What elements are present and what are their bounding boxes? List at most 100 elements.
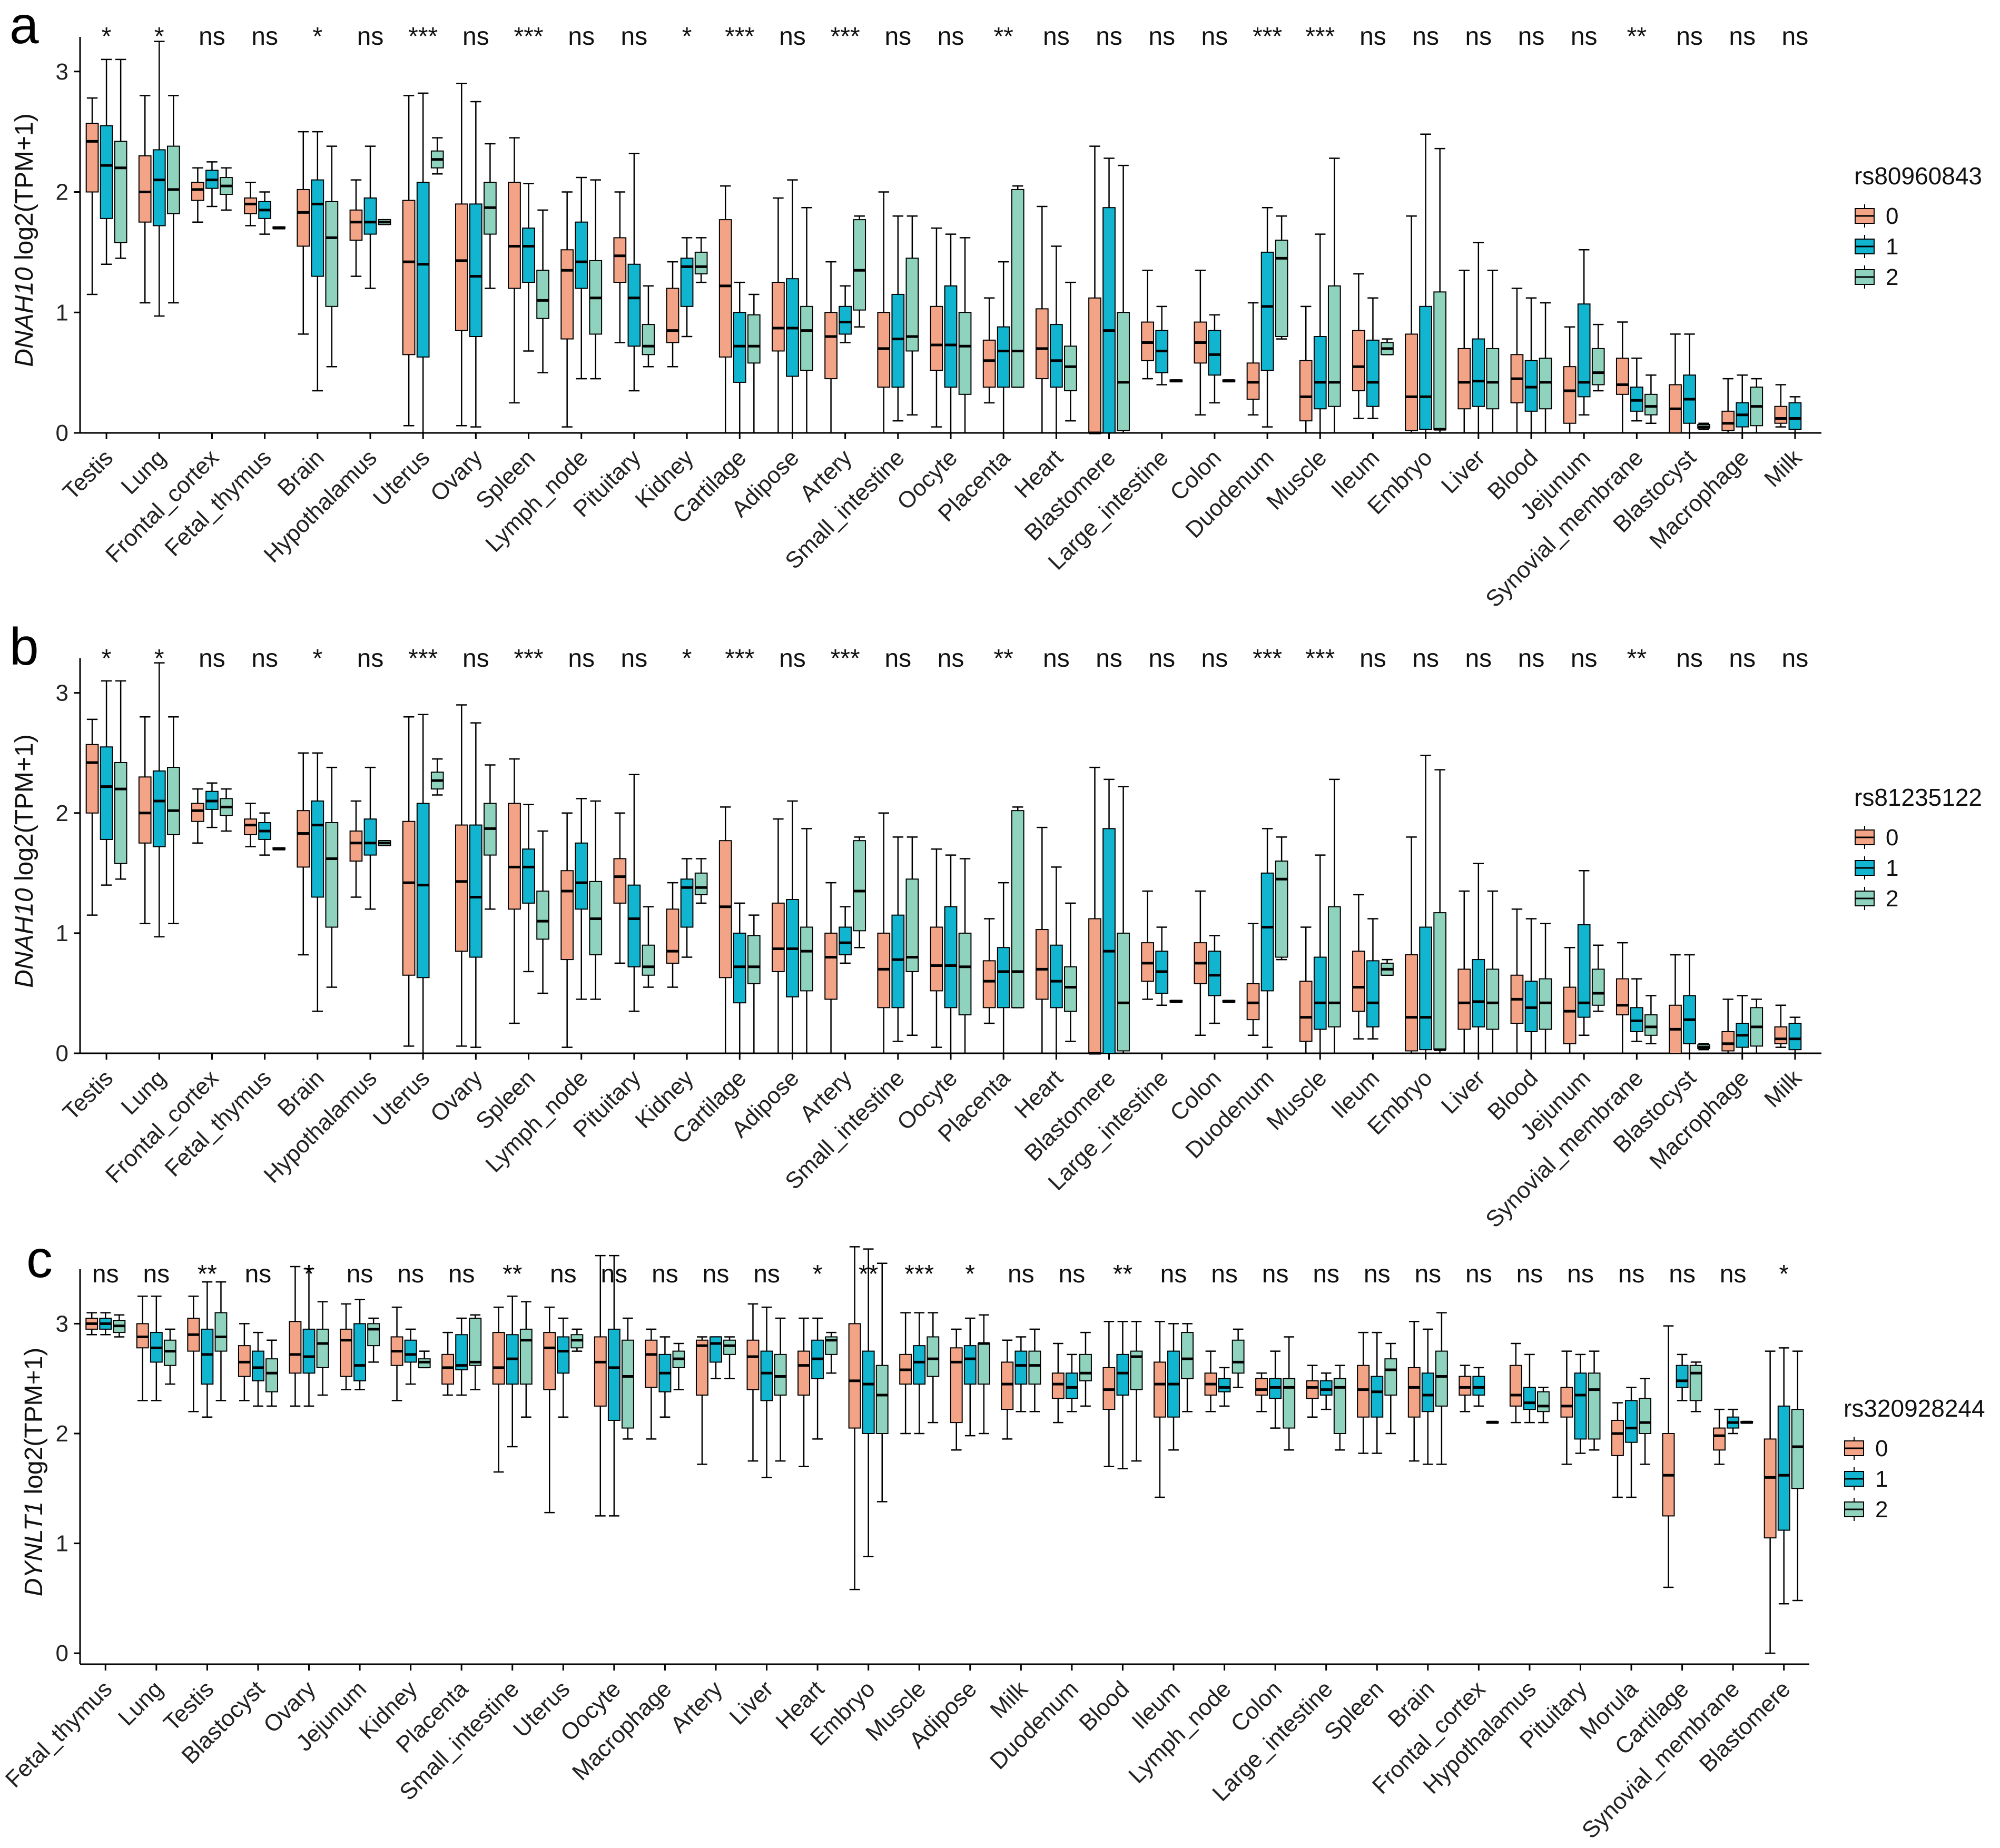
x-tick-label: Liver [725, 1676, 779, 1730]
significance-label: ns [357, 23, 384, 51]
box-group-0 [950, 1347, 963, 1424]
x-tick-label: Testis [58, 1065, 118, 1125]
x-tick-label: Milk [1759, 444, 1807, 492]
box-group-2 [875, 1365, 889, 1435]
box-group-0 [191, 182, 204, 201]
box-group-0 [718, 840, 732, 979]
y-tick-label: 1 [56, 300, 68, 325]
significance-label: ns [1465, 645, 1492, 673]
box-group-1 [1419, 926, 1432, 1051]
significance-label: ns [1571, 23, 1598, 51]
significance-label: *** [1305, 645, 1335, 673]
x-tick-label: Liver [1436, 1065, 1490, 1119]
y-tick-label: 1 [56, 921, 68, 946]
box-group-0 [244, 818, 257, 835]
box-group-1 [1014, 1350, 1028, 1385]
box-group-2 [621, 1339, 634, 1429]
box-group-0 [455, 203, 468, 331]
box-group-1 [627, 884, 641, 967]
box-group-0 [1774, 1026, 1788, 1044]
box-group-1 [627, 263, 641, 347]
box-group-1 [1676, 1365, 1689, 1388]
box-group-1 [944, 285, 958, 388]
significance-label: ns [1676, 645, 1703, 673]
box-group-0 [982, 339, 996, 388]
significance-label: * [965, 1260, 975, 1288]
box-group-2 [642, 324, 655, 355]
significance-label: ns [568, 23, 595, 51]
x-tick-label: Blood [1074, 1676, 1134, 1736]
box-group-2 [1791, 1409, 1804, 1489]
box-group-1 [1577, 924, 1591, 1018]
box-group-2 [853, 219, 866, 311]
box-group-1 [997, 947, 1010, 1009]
box-group-2 [214, 1312, 228, 1352]
box-group-0 [1357, 1365, 1370, 1418]
panel-letter: a [9, 0, 39, 55]
significance-label: ns [1201, 23, 1228, 51]
significance-label: * [154, 645, 164, 673]
box-group-2 [723, 1339, 736, 1355]
box-group-1 [944, 906, 958, 1009]
box-group-1 [862, 1350, 875, 1435]
significance-label: ns [92, 1260, 119, 1288]
box-group-1 [1472, 959, 1485, 1027]
box-group-0 [1051, 1372, 1065, 1399]
box-group-0 [1457, 969, 1471, 1030]
significance-label: ns [1313, 1260, 1339, 1288]
panel-letter: b [9, 617, 39, 676]
significance-label: ns [1465, 1260, 1492, 1288]
box-group-2 [1591, 969, 1605, 1006]
significance-label: ns [1669, 1260, 1696, 1288]
significance-label: *** [514, 23, 544, 51]
box-group-0 [666, 288, 679, 343]
box-group-0 [824, 932, 838, 1000]
significance-label: ns [1782, 645, 1809, 673]
box-group-0 [560, 249, 574, 340]
box-group-0 [349, 830, 363, 862]
box-group-0 [1035, 929, 1049, 1000]
significance-label: ns [1059, 1260, 1086, 1288]
legend-label: 0 [1886, 203, 1898, 229]
y-axis-label: DYNLT1 log2(TPM+1) [20, 1348, 48, 1597]
significance-label: ns [448, 1260, 475, 1288]
significance-label: ns [1160, 1260, 1187, 1288]
significance-label: ns [1148, 645, 1175, 673]
significance-label: *** [831, 645, 860, 673]
box-group-2 [927, 1336, 940, 1377]
box-group-1 [469, 824, 482, 958]
box-group-0 [1615, 358, 1629, 395]
box-group-0 [1255, 1378, 1268, 1396]
box-group-0 [613, 858, 627, 904]
significance-label: ns [245, 1260, 272, 1288]
box-group-0 [340, 1328, 352, 1377]
x-tick-label: Artery [665, 1676, 727, 1738]
significance-label: ** [1113, 1260, 1132, 1288]
legend-title: rs320928244 [1844, 1395, 1985, 1422]
box-group-1 [1319, 1380, 1333, 1396]
box-group-1 [1574, 1372, 1587, 1440]
box-group-1 [1472, 338, 1485, 407]
box-group-2 [642, 944, 655, 976]
box-group-1 [710, 1336, 722, 1363]
box-group-1 [152, 149, 166, 226]
box-group-1 [1102, 828, 1116, 1054]
box-group-0 [848, 1323, 861, 1429]
significance-label: ns [1412, 645, 1439, 673]
box-group-2 [1644, 393, 1658, 416]
box-group-2 [316, 1328, 329, 1368]
box-group-1 [839, 305, 852, 335]
significance-label: ns [462, 645, 489, 673]
box-group-2 [1011, 189, 1024, 388]
significance-label: ns [1465, 23, 1492, 51]
box-group-0 [1611, 1419, 1624, 1456]
box-group-0 [1721, 410, 1735, 431]
panel-c: c 0 1 2 3 DYNLT1 log2(TPM+1) Fetal_thymus ns Lun… [1, 1230, 1985, 1844]
box-group-0 [508, 803, 521, 910]
significance-label: *** [408, 23, 438, 51]
box-group-0 [85, 123, 99, 193]
significance-label: ns [1211, 1260, 1238, 1288]
box-group-1 [469, 203, 482, 337]
box-group-0 [349, 209, 363, 241]
